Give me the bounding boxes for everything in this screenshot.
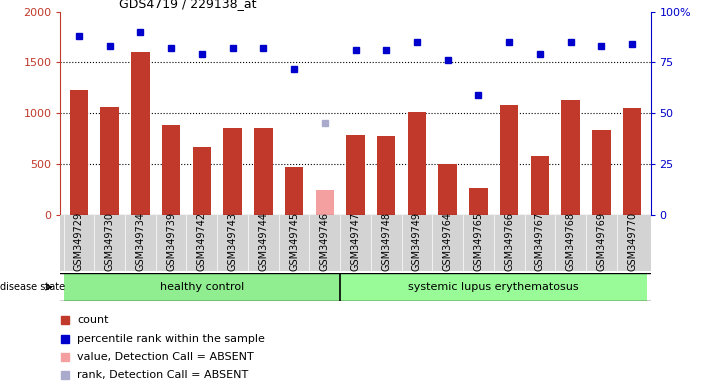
Bar: [131, 52, 149, 215]
Bar: [469, 187, 488, 215]
Bar: [377, 136, 395, 215]
Bar: [346, 135, 365, 215]
Text: percentile rank within the sample: percentile rank within the sample: [77, 334, 264, 344]
Bar: [63, 273, 340, 301]
Bar: [439, 164, 457, 215]
Bar: [100, 107, 119, 215]
Bar: [623, 108, 641, 215]
Bar: [193, 147, 211, 215]
Bar: [162, 126, 181, 215]
Bar: [562, 100, 580, 215]
Bar: [223, 127, 242, 215]
Bar: [285, 167, 304, 215]
Bar: [592, 129, 611, 215]
Bar: [407, 112, 426, 215]
Text: rank, Detection Call = ABSENT: rank, Detection Call = ABSENT: [77, 370, 248, 380]
Bar: [530, 156, 549, 215]
Bar: [500, 105, 518, 215]
Bar: [316, 190, 334, 215]
Text: GDS4719 / 229138_at: GDS4719 / 229138_at: [119, 0, 257, 10]
Bar: [254, 127, 272, 215]
Text: count: count: [77, 315, 109, 325]
Bar: [70, 90, 88, 215]
Bar: [340, 273, 648, 301]
Text: healthy control: healthy control: [160, 282, 244, 292]
Text: disease state: disease state: [0, 282, 65, 292]
Text: systemic lupus erythematosus: systemic lupus erythematosus: [409, 282, 579, 292]
Text: value, Detection Call = ABSENT: value, Detection Call = ABSENT: [77, 352, 254, 362]
